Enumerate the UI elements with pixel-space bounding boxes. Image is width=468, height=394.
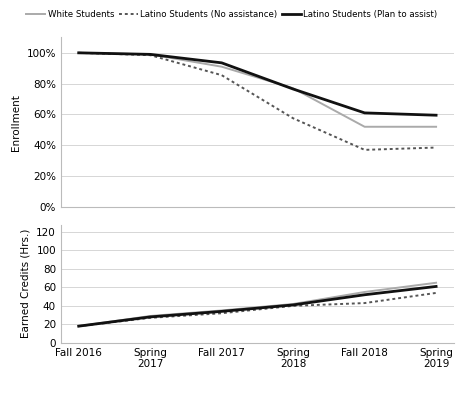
Latino Students (Plan to assist) (219, 60, 225, 65)
Latino Students (Plan to assist) (433, 113, 439, 117)
Line: White Students: White Students (79, 53, 436, 127)
Latino Students (No assistance) (290, 116, 296, 121)
Legend: White Students, Latino Students (No assistance), Latino Students (Plan to assist: White Students, Latino Students (No assi… (23, 6, 441, 22)
White Students (147, 52, 153, 57)
Latino Students (No assistance) (76, 50, 81, 55)
Latino Students (No assistance) (362, 147, 367, 152)
Latino Students (Plan to assist) (76, 50, 81, 55)
White Students (433, 125, 439, 129)
White Students (362, 125, 367, 129)
Latino Students (Plan to assist) (290, 87, 296, 91)
Line: Latino Students (No assistance): Latino Students (No assistance) (79, 53, 436, 150)
White Students (290, 86, 296, 91)
Latino Students (Plan to assist) (147, 52, 153, 57)
Line: Latino Students (Plan to assist): Latino Students (Plan to assist) (79, 53, 436, 115)
White Students (76, 50, 81, 55)
Y-axis label: Enrollment: Enrollment (11, 94, 21, 151)
White Students (219, 64, 225, 69)
Latino Students (No assistance) (219, 73, 225, 78)
Latino Students (Plan to assist) (362, 111, 367, 115)
Latino Students (No assistance) (433, 145, 439, 150)
Latino Students (No assistance) (147, 53, 153, 58)
Y-axis label: Earned Credits (Hrs.): Earned Credits (Hrs.) (21, 229, 31, 338)
